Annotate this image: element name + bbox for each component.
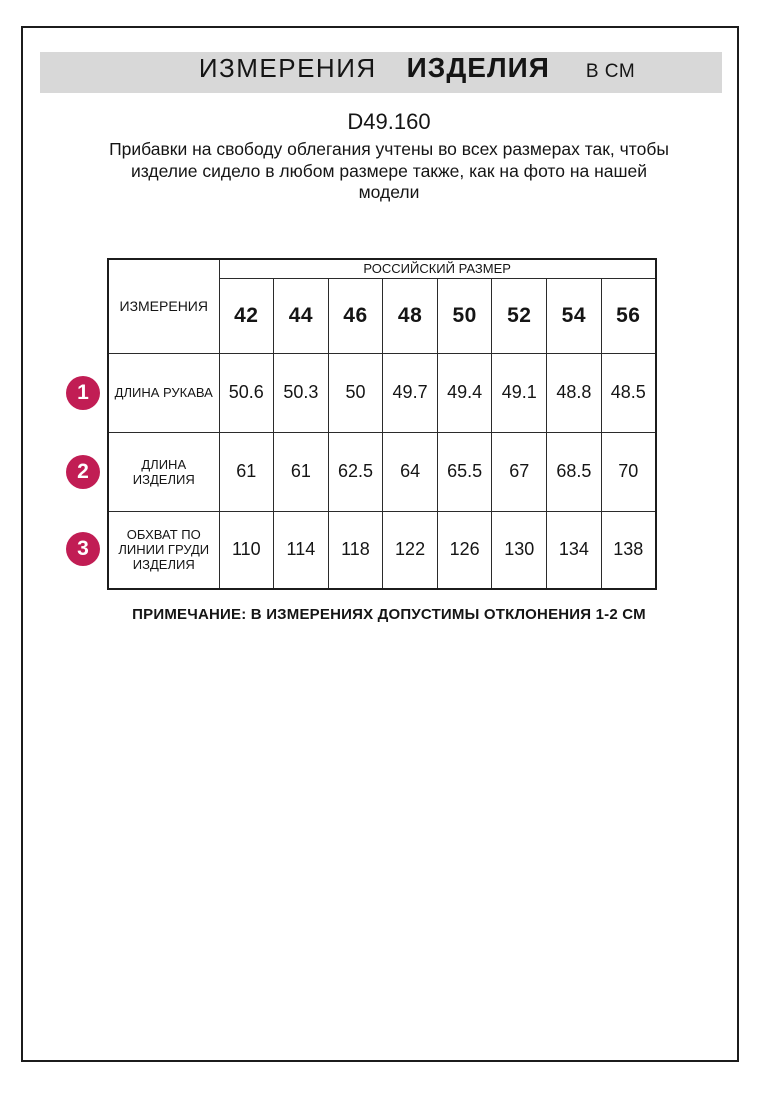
size-header: 46 <box>327 277 384 354</box>
size-header: 50 <box>436 277 493 354</box>
measurement-value: 134 <box>546 510 602 590</box>
measurement-value: 61 <box>273 431 329 512</box>
row-marker-3: 3 <box>66 532 100 566</box>
size-header: 54 <box>546 277 602 354</box>
table-row: ДЛИНА ИЗДЕЛИЯ 61 61 62.5 64 65.5 67 68.5… <box>107 431 657 512</box>
row-marker-2: 2 <box>66 455 100 489</box>
title-product: ИЗДЕЛИЯ <box>406 52 550 83</box>
title-banner: ИЗМЕРЕНИЯ ИЗДЕЛИЯ В СМ <box>40 52 722 93</box>
measurements-table: ИЗМЕРЕНИЯ РОССИЙСКИЙ РАЗМЕР 42 44 46 48 … <box>107 258 657 590</box>
fit-description: Прибавки на свободу облегания учтены во … <box>109 139 669 202</box>
measurement-value: 50 <box>327 352 384 433</box>
measurement-value: 65.5 <box>436 431 493 512</box>
size-group-header: РОССИЙСКИЙ РАЗМЕР <box>218 258 657 279</box>
measurement-value: 126 <box>436 510 493 590</box>
size-header: 52 <box>491 277 548 354</box>
measurement-value: 48.8 <box>546 352 602 433</box>
measurement-value: 138 <box>600 510 657 590</box>
table-row: ОБХВАТ ПО ЛИНИИ ГРУДИ ИЗДЕЛИЯ 110 114 11… <box>107 510 657 590</box>
measurement-value: 114 <box>273 510 329 590</box>
measurement-value: 68.5 <box>546 431 602 512</box>
note-text: ПРИМЕЧАНИЕ: В ИЗМЕРЕНИЯХ ДОПУСТИМЫ ОТКЛО… <box>132 606 646 623</box>
measurement-value: 49.4 <box>436 352 493 433</box>
measurement-value: 67 <box>491 431 548 512</box>
measurement-label: ДЛИНА РУКАВА <box>107 352 220 433</box>
measurement-value: 50.6 <box>218 352 275 433</box>
measurement-value: 70 <box>600 431 657 512</box>
measurement-value: 64 <box>382 431 438 512</box>
row-marker-1: 1 <box>66 376 100 410</box>
product-code: D49.160 <box>347 109 431 134</box>
table-corner-header: ИЗМЕРЕНИЯ <box>107 258 220 354</box>
measurement-value: 118 <box>327 510 384 590</box>
measurement-label: ОБХВАТ ПО ЛИНИИ ГРУДИ ИЗДЕЛИЯ <box>107 510 220 590</box>
table-row: ДЛИНА РУКАВА 50.6 50.3 50 49.7 49.4 49.1… <box>107 352 657 433</box>
title-units: В СМ <box>585 61 636 82</box>
size-header: 44 <box>273 277 329 354</box>
measurement-label: ДЛИНА ИЗДЕЛИЯ <box>107 431 220 512</box>
measurement-value: 110 <box>218 510 275 590</box>
size-header: 56 <box>600 277 657 354</box>
measurement-value: 122 <box>382 510 438 590</box>
measurement-value: 62.5 <box>327 431 384 512</box>
measurement-value: 49.7 <box>382 352 438 433</box>
title-measurements: ИЗМЕРЕНИЯ <box>198 53 377 83</box>
measurement-value: 49.1 <box>491 352 548 433</box>
measurement-value: 130 <box>491 510 548 590</box>
measurement-value: 61 <box>218 431 275 512</box>
measurement-value: 50.3 <box>273 352 329 433</box>
size-header: 48 <box>382 277 438 354</box>
size-header: 42 <box>218 277 275 354</box>
measurement-value: 48.5 <box>600 352 657 433</box>
